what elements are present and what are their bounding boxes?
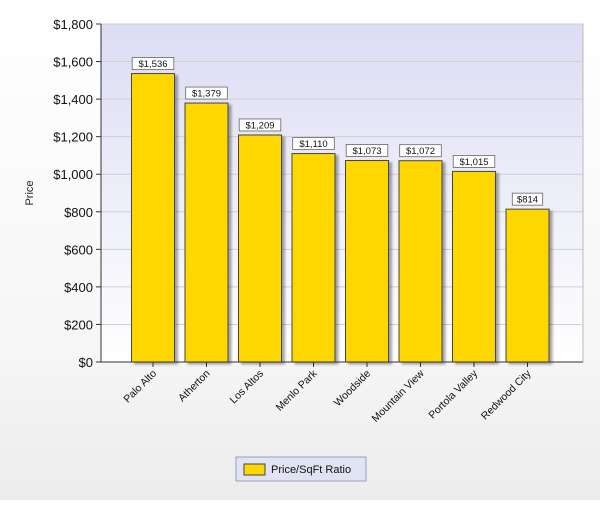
- gridlines: [101, 23, 583, 325]
- data-labels: $1,536 $1,379 $1,209 $1,110 $1,073 $1,072 $1,0…: [131, 57, 544, 206]
- legend-swatch: [243, 463, 266, 476]
- y-axis-ticks: $0 $200 $400 $600 $800 $1,000 $1,200 $1,400 $1,6…: [53, 17, 101, 370]
- y-tick-label: $0: [79, 355, 93, 370]
- y-tick-label: $400: [64, 280, 93, 295]
- bar: [398, 160, 443, 363]
- x-tick-label: Woodside: [332, 368, 373, 409]
- axes: [100, 24, 583, 363]
- y-tick-label: $800: [64, 205, 93, 220]
- data-label: $814: [517, 195, 538, 206]
- data-label: $1,072: [406, 146, 435, 157]
- y-tick-label: $1,600: [53, 55, 93, 70]
- x-axis-ticks: Palo Alto Atherton Los Altos Menlo Park Wood…: [121, 362, 534, 425]
- x-tick-label: Redwood City: [479, 367, 534, 422]
- bar: [238, 134, 282, 363]
- x-tick-label: Los Altos: [227, 368, 266, 407]
- bar: [291, 153, 336, 363]
- data-label: $1,073: [352, 146, 381, 157]
- x-tick-label: Portola Valley: [426, 367, 480, 421]
- bar: [184, 102, 229, 363]
- data-label-box: [131, 57, 175, 70]
- data-label-box: [185, 86, 228, 100]
- y-tick-label: $1,200: [53, 130, 93, 145]
- bar: [505, 208, 550, 363]
- data-label-box: [399, 144, 442, 158]
- y-tick-label: $1,400: [53, 92, 93, 107]
- data-label: $1,209: [245, 120, 274, 131]
- plot-area: [100, 23, 584, 363]
- y-tick-label: $1,800: [53, 17, 93, 32]
- data-label-box: [511, 192, 544, 206]
- data-label: $1,379: [192, 89, 221, 100]
- bars: [131, 73, 550, 363]
- data-label: $1,110: [299, 139, 327, 150]
- bar: [345, 160, 389, 363]
- legend-label: Price/SqFt Ratio: [271, 464, 351, 476]
- y-tick-label: $1,000: [53, 167, 93, 182]
- bar: [131, 73, 175, 363]
- x-tick-label: Palo Alto: [121, 368, 159, 406]
- data-label-box: [452, 155, 496, 168]
- x-tick-label: Menlo Park: [274, 367, 321, 414]
- data-label-box: [238, 118, 282, 132]
- y-axis-title: Price: [24, 180, 36, 205]
- bar: [452, 170, 496, 363]
- y-tick-label: $200: [64, 317, 93, 332]
- x-tick-label: Atherton: [176, 368, 213, 405]
- legend: Price/SqFt Ratio: [235, 456, 367, 482]
- x-tick-label: Mountain View: [370, 367, 427, 424]
- data-label: $1,536: [138, 59, 167, 70]
- y-tick-label: $600: [64, 242, 93, 257]
- data-label: $1,015: [459, 157, 488, 168]
- data-label-box: [345, 144, 389, 157]
- data-label-box: [292, 137, 335, 150]
